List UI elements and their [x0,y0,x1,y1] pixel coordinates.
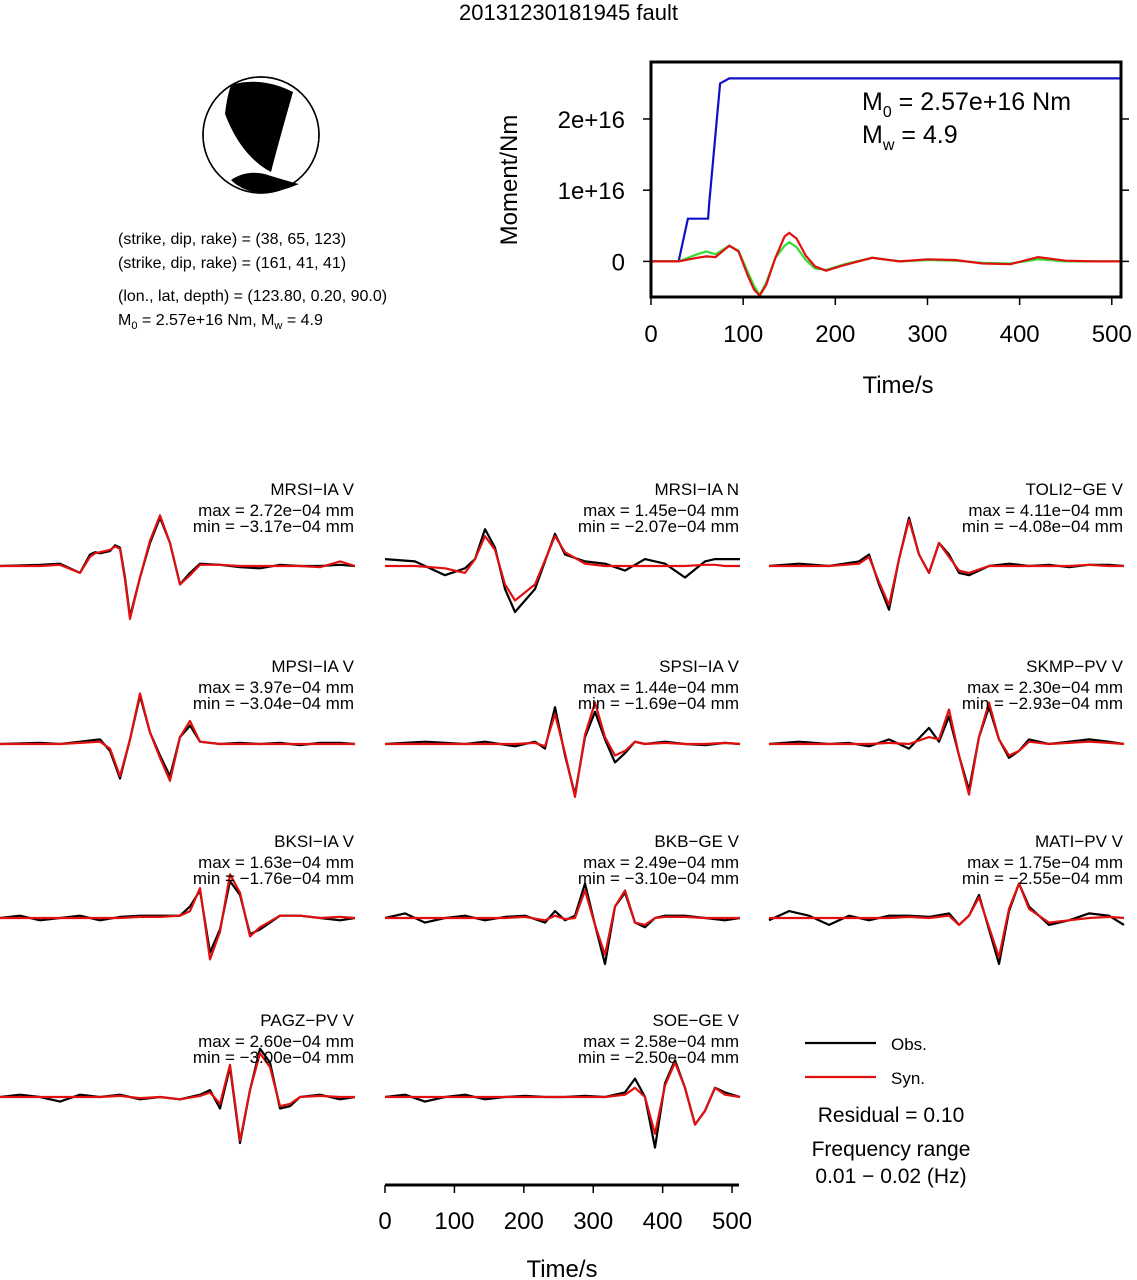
station-min: min = −3.00e−04 mm [193,1048,354,1067]
moment-plot-frame [649,60,1123,299]
synthetic-trace [0,692,355,782]
station-max: max = 1.45e−04 mm [583,501,739,520]
waveform-x-tick-label: 100 [434,1208,474,1235]
station-min: min = −2.50e−04 mm [578,1048,739,1067]
station-name: SKMP−PV V [1026,657,1124,676]
observed-trace [384,1059,741,1149]
moment-x-tick-label: 0 [644,321,657,348]
observed-trace [384,706,741,796]
moment-annotation-m0: M0 = 2.57e+16 Nm [862,88,1071,121]
moment-x-tick-label: 100 [723,321,763,348]
station-min: min = −2.07e−04 mm [578,517,739,536]
legend-obs-label: Obs. [891,1035,927,1054]
moment-y-tick-label: 1e+16 [558,178,625,205]
station-name: MRSI−IA N [654,480,739,499]
observed-trace [384,882,741,966]
station-name: BKB−GE V [654,832,739,851]
synthetic-trace [0,1052,355,1142]
station-max: max = 4.11e−04 mm [968,501,1123,520]
frequency-range-value: 0.01 − 0.02 (Hz) [815,1165,966,1188]
moment-x-tick-label: 400 [1000,321,1040,348]
station-name: MATI−PV V [1035,832,1124,851]
figure-title: 20131230181945 fault [459,0,678,25]
station-min: min = −3.17e−04 mm [193,517,354,536]
nodal-plane-2: (strike, dip, rake) = (161, 41, 41) [118,255,347,272]
station-max: max = 1.63e−04 mm [198,853,354,872]
station-max: max = 2.30e−04 mm [967,678,1123,697]
station-min: min = −3.10e−04 mm [578,869,739,888]
synthetic-trace [769,882,1125,959]
moment-y-tick-label: 2e+16 [558,107,625,134]
station-max: max = 2.60e−04 mm [198,1032,354,1051]
moment-summary: M0 = 2.57e+16 Nm, Mw = 4.9 [118,312,323,333]
station-max: max = 1.75e−04 mm [967,853,1123,872]
station-min: min = −1.76e−04 mm [193,869,354,888]
synthetic-trace [385,701,741,798]
moment-annotation-mw: Mw = 4.9 [862,121,958,154]
station-min: min = −1.69e−04 mm [578,694,739,713]
moment-x-tick-label: 300 [907,321,947,348]
event-location: (lon., lat, depth) = (123.80, 0.20, 90.0… [118,288,388,305]
station-name: MRSI−IA V [270,480,354,499]
waveform-x-axis-label: Time/s [526,1256,597,1280]
moment-x-axis-label: Time/s [862,372,933,399]
station-min: min = −2.55e−04 mm [962,869,1123,888]
moment-function-chart: 0 100 200 300 400 500 0 1e+16 2e+16 Time/s Moment/… [496,60,1132,399]
observed-trace [768,882,1125,966]
moment-series-0 [651,77,1121,263]
station-min: min = −2.93e−04 mm [962,694,1123,713]
residual-label: Residual = 0.10 [818,1104,965,1127]
synthetic-trace [0,873,356,961]
waveform-x-tick-label: 300 [573,1208,613,1235]
moment-x-tick-label: 500 [1092,321,1132,348]
synthetic-trace [385,534,740,602]
station-min: min = −4.08e−04 mm [962,517,1123,536]
legend-syn-label: Syn. [891,1069,925,1088]
waveform-x-tick-label: 0 [378,1208,391,1235]
waveform-x-tick-label: 400 [643,1208,683,1235]
station-min: min = −3.04e−04 mm [193,694,354,713]
moment-series-1 [651,240,1121,298]
synthetic-trace [769,701,1125,796]
waveform-x-tick-label: 200 [504,1208,544,1235]
station-max: max = 2.58e−04 mm [583,1032,739,1051]
station-name: PAGZ−PV V [260,1011,354,1030]
observed-trace [384,528,740,614]
station-max: max = 2.72e−04 mm [198,501,354,520]
station-name: SPSI−IA V [659,657,740,676]
station-max: max = 1.44e−04 mm [583,678,739,697]
station-name: TOLI2−GE V [1026,480,1124,499]
frequency-range-title: Frequency range [812,1138,971,1161]
moment-y-tick-label: 0 [612,249,625,276]
station-name: SOE−GE V [653,1011,740,1030]
moment-x-tick-label: 200 [815,321,855,348]
moment-series-2 [651,231,1121,298]
nodal-plane-1: (strike, dip, rake) = (38, 65, 123) [118,231,347,248]
station-name: BKSI−IA V [274,832,355,851]
synthetic-trace [769,518,1124,607]
synthetic-trace [385,889,740,956]
synthetic-trace [0,514,356,620]
moment-y-axis-label: Moment/Nm [496,115,523,246]
waveform-x-tick-label: 500 [712,1208,752,1235]
station-max: max = 3.97e−04 mm [198,678,354,697]
focal-mechanism-beachball [202,76,320,194]
station-name: MPSI−IA V [271,657,354,676]
station-max: max = 2.49e−04 mm [583,853,739,872]
synthetic-trace [385,1061,741,1135]
